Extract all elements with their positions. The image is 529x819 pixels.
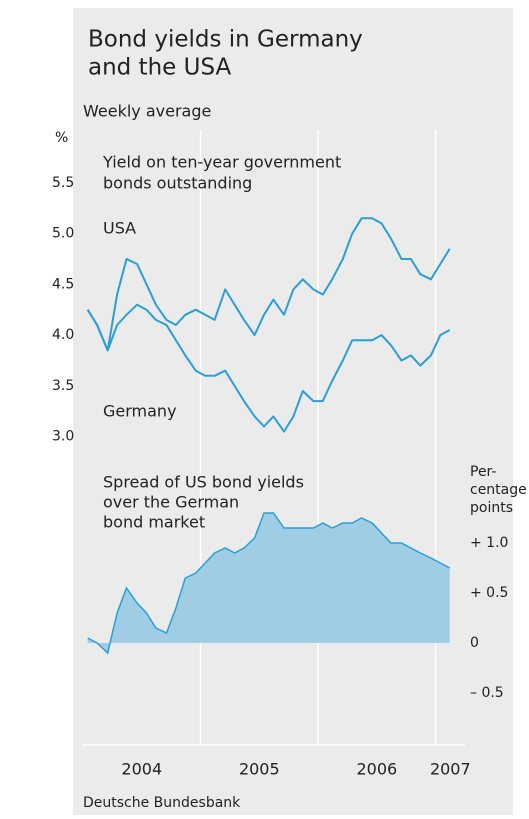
series-label: Germany	[103, 402, 177, 421]
background	[73, 8, 513, 815]
annotation: Spread of US bond yields	[103, 473, 304, 492]
y-unit: %	[55, 130, 68, 146]
y-tick-label: 5.0	[52, 226, 74, 242]
y-tick-label: 4.5	[52, 276, 74, 292]
x-tick-label: 2006	[356, 760, 397, 779]
annotation: over the German	[103, 493, 239, 512]
y-tick-label: 5.5	[52, 175, 74, 191]
y-tick-label: 3.0	[52, 429, 74, 445]
chart-title: Bond yields in Germany	[88, 27, 363, 53]
y-unit: Per-	[470, 464, 496, 480]
y-unit: centage	[470, 482, 527, 498]
y-tick-label: + 0.5	[470, 585, 508, 601]
area-outline	[87, 512, 451, 655]
x-tick-label: 2004	[121, 760, 162, 779]
source: Deutsche Bundesbank	[83, 795, 241, 811]
y-tick-label: – 0.5	[470, 685, 504, 701]
line	[86, 217, 451, 352]
y-unit: points	[470, 500, 513, 516]
area	[87, 513, 450, 653]
line	[86, 303, 451, 433]
annotation: bond market	[103, 513, 205, 532]
y-tick-label: 3.5	[52, 378, 74, 394]
annotation: Yield on ten-year government	[102, 153, 341, 172]
y-tick-label: + 1.0	[470, 535, 508, 551]
y-tick-label: 4.0	[52, 327, 74, 343]
annotation: bonds outstanding	[103, 174, 252, 193]
x-tick-label: 2007	[430, 760, 471, 779]
series-label: USA	[103, 219, 136, 238]
chart-title: and the USA	[88, 55, 231, 81]
subtitle: Weekly average	[83, 102, 211, 121]
x-tick-label: 2005	[239, 760, 280, 779]
y-tick-label: 0	[470, 635, 479, 651]
